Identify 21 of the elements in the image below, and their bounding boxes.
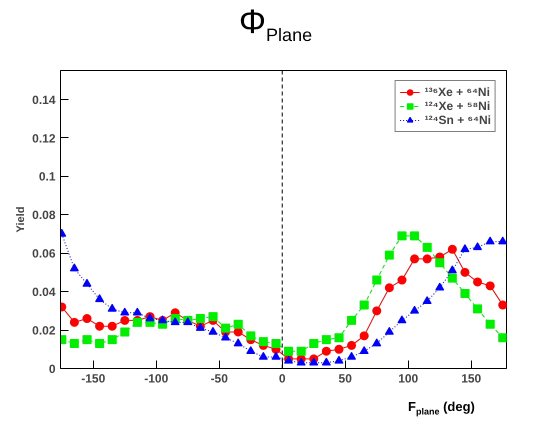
x-tick-label: -150 [81,372,106,386]
legend-label: ¹²⁴Sn + ⁶⁴Ni [424,113,491,127]
legend-label: ¹³⁶Xe + ⁶⁴Ni [424,85,490,99]
y-axis-title: Yield [15,206,28,232]
x-tick-label: -50 [210,372,228,386]
y-tick-label: 0.12 [32,131,56,146]
y-tick-label: 0 [48,362,56,376]
y-tick-label: 0.04 [32,285,56,300]
y-tick-label: 0.06 [32,246,56,261]
y-tick-label: 0.1 [38,170,56,184]
x-tick-label: 150 [461,372,482,386]
chart-title: Φ$_{Plane}$ [238,2,312,47]
x-tick-label: 0 [278,372,286,386]
y-tick-label: 0.08 [32,208,56,222]
y-tick-label: 0.14 [32,92,56,107]
y-tick-label: 0.02 [32,324,56,338]
x-tick-label: 100 [398,372,419,386]
x-axis-title: F$_{plane}$ (deg) [408,398,475,418]
x-tick-label: -100 [144,372,169,386]
legend-label: ¹²⁴Xe + ⁵⁸Ni [424,99,490,113]
x-tick-label: 50 [338,372,352,386]
